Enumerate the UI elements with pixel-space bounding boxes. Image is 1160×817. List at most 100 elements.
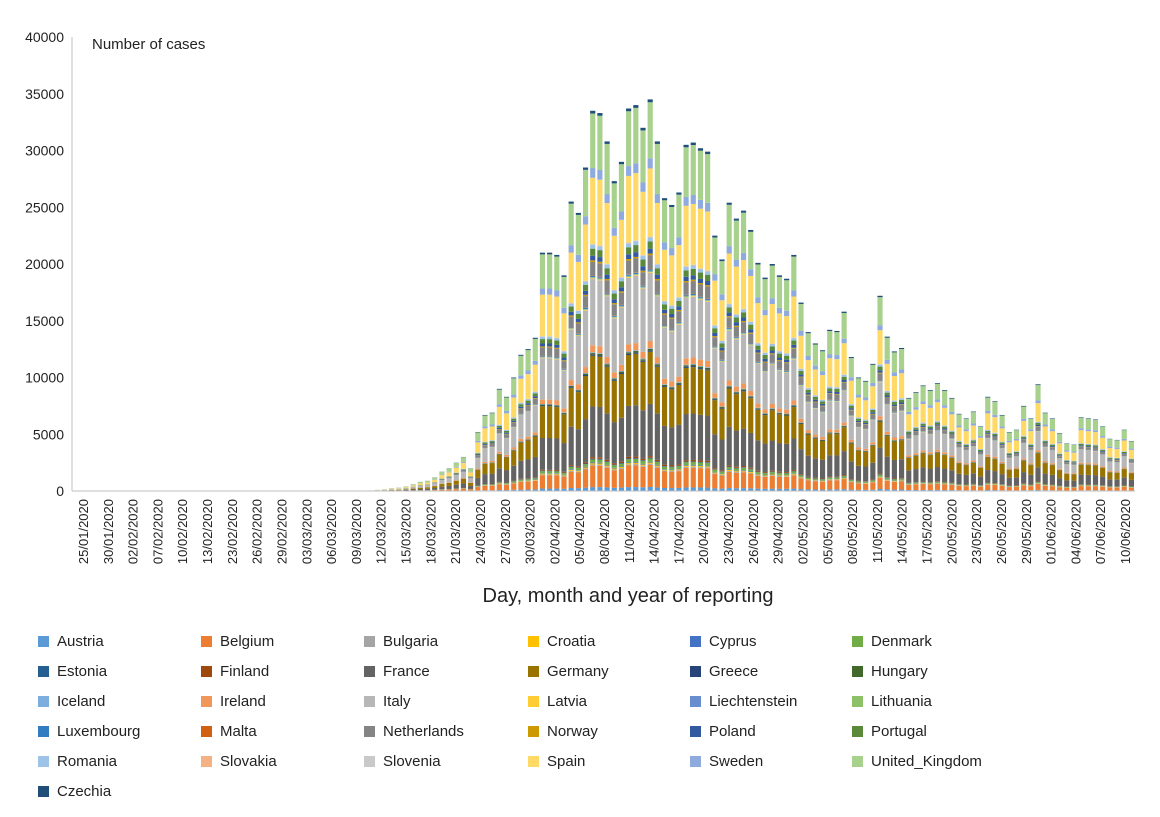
bar-segment: [539, 405, 546, 407]
bar-segment: [1028, 463, 1034, 465]
bar-segment: [575, 261, 581, 311]
bar-segment: [697, 148, 704, 151]
bar-segment: [489, 426, 495, 441]
bar-segment: [769, 298, 775, 304]
bar-segment: [726, 380, 732, 386]
bar-segment: [755, 403, 761, 408]
bar-segment: [726, 470, 732, 472]
bar-segment: [1107, 487, 1113, 491]
bar-segment: [1057, 487, 1063, 491]
bar-segment: [676, 194, 682, 238]
x-tick-label: 27/03/2020: [498, 499, 513, 564]
bar-segment: [956, 461, 962, 463]
bar-segment: [791, 344, 797, 348]
bar-segment: [1114, 479, 1120, 487]
bar-segment: [568, 466, 574, 467]
bar-segment: [568, 385, 574, 387]
bar-segment: [1121, 486, 1127, 491]
bar-segment: [561, 471, 567, 473]
bar-segment: [633, 458, 639, 459]
bar-segment: [532, 396, 538, 399]
bar-segment: [503, 483, 510, 484]
bar-segment: [697, 461, 704, 463]
bar-segment: [640, 270, 646, 273]
bar-segment: [1013, 451, 1020, 452]
bar-segment: [855, 418, 862, 421]
legend-label: Luxembourg: [57, 722, 141, 740]
bar-segment: [654, 296, 660, 358]
bar-segment: [683, 196, 689, 206]
bar-segment: [1049, 429, 1055, 432]
bar-segment: [712, 235, 718, 238]
x-tick-label: 26/02/2020: [250, 499, 265, 564]
bar-segment: [963, 446, 969, 447]
bar-segment: [1013, 467, 1020, 469]
bar-segment: [640, 266, 646, 271]
bar-segment: [1028, 431, 1034, 444]
bar-segment: [891, 441, 897, 460]
bar-segment: [992, 483, 998, 485]
bar-segment: [1071, 462, 1077, 465]
bar-segment: [985, 397, 991, 411]
bar-segment: [568, 306, 574, 312]
legend-item: United_Kingdom: [852, 750, 982, 772]
bar-segment: [920, 453, 926, 468]
bar-segment: [970, 460, 976, 463]
bar-segment: [913, 435, 919, 454]
bar-segment: [791, 359, 797, 401]
bar-segment: [877, 421, 883, 448]
bar-segment: [841, 311, 847, 313]
bar-segment: [848, 377, 854, 381]
bar-segment: [956, 444, 962, 448]
bar-segment: [618, 467, 625, 469]
bar-segment: [618, 372, 625, 374]
bar-segment: [977, 466, 984, 468]
bar-segment: [661, 466, 668, 467]
bar-segment: [669, 308, 675, 314]
bar-segment: [611, 181, 617, 184]
bar-segment: [575, 488, 581, 491]
bar-segment: [776, 476, 783, 489]
bar-segment: [726, 426, 732, 466]
bar-segment: [898, 489, 905, 491]
bar-segment: [647, 102, 653, 159]
bar-segment: [942, 389, 948, 391]
bar-segment: [812, 402, 818, 408]
bar-segment: [1085, 429, 1091, 432]
bar-segment: [1128, 449, 1134, 459]
bar-segment: [475, 440, 481, 443]
bar-segment: [841, 489, 847, 491]
bar-segment: [1121, 467, 1127, 469]
bar-segment: [748, 329, 754, 333]
bar-segment: [913, 431, 919, 436]
bar-segment: [784, 476, 790, 489]
bar-segment: [726, 470, 732, 471]
bar-segment: [920, 450, 926, 453]
bar-segment: [690, 145, 696, 196]
bar-segment: [475, 454, 481, 456]
bar-segment: [539, 358, 546, 400]
bar-segment: [906, 431, 912, 434]
bar-segment: [575, 254, 581, 262]
bar-segment: [705, 151, 711, 155]
bar-segment: [726, 246, 732, 254]
bar-segment: [769, 354, 775, 363]
bar-segment: [898, 411, 905, 437]
bar-segment: [884, 404, 890, 432]
bar-segment: [827, 391, 833, 394]
bar-segment: [784, 316, 790, 354]
bar-segment: [891, 406, 897, 407]
bar-segment: [769, 264, 775, 266]
bar-segment: [547, 288, 553, 295]
bar-segment: [669, 471, 675, 472]
bar-segment: [511, 483, 517, 490]
bar-segment: [776, 413, 783, 415]
bar-segment: [740, 383, 747, 389]
bar-segment: [1042, 413, 1048, 425]
bar-segment: [554, 344, 560, 348]
bar-segment: [791, 474, 797, 476]
x-tick-label: 05/05/2020: [820, 499, 835, 564]
bar-segment: [1078, 484, 1084, 486]
bar-segment: [547, 475, 553, 489]
bar-segment: [597, 463, 603, 465]
